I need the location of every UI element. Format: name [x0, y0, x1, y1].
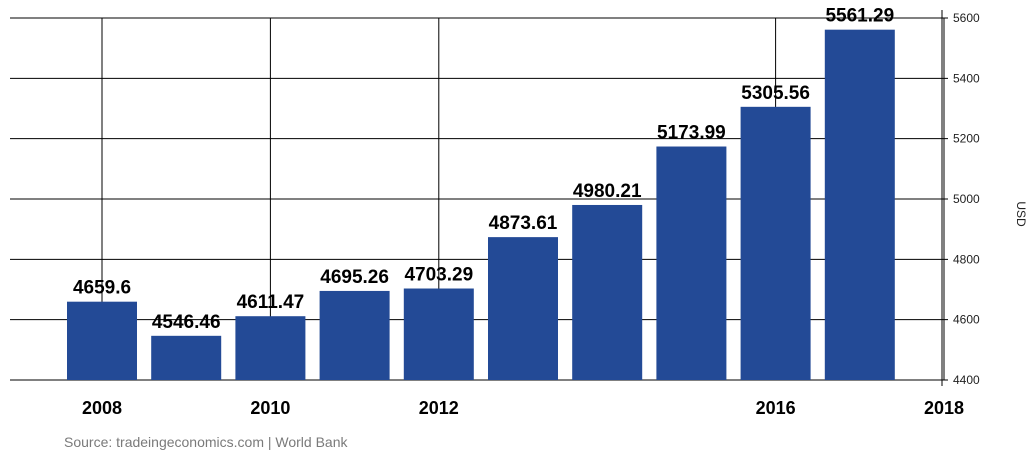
y-tick-label: 4400: [953, 373, 980, 387]
y-tick-label: 5400: [953, 71, 980, 85]
value-label-2011: 4695.26: [320, 267, 389, 288]
bar-2016: [740, 106, 811, 381]
grid-lines: [10, 10, 948, 386]
x-tick-label: 2010: [250, 398, 290, 418]
y-tick-label: 4600: [953, 313, 980, 327]
x-axis-ticks: 2008 2010 2012 2016 2018: [82, 398, 964, 418]
x-tick-label: 2016: [756, 398, 796, 418]
value-label-2008: 4659.6: [73, 278, 131, 299]
bar-2011: [319, 290, 390, 380]
bars: [67, 29, 895, 381]
bar-2017: [824, 29, 895, 380]
source-note: Source: tradeingeconomics.com | World Ba…: [64, 434, 348, 450]
bar-2009: [151, 335, 222, 380]
bar-2012: [403, 288, 474, 380]
y-axis-label: USD: [1014, 201, 1028, 227]
x-tick-label: 2012: [419, 398, 459, 418]
value-label-2016: 5305.56: [741, 83, 810, 104]
value-label-2012: 4703.29: [404, 265, 473, 286]
value-label-2009: 4546.46: [152, 312, 221, 333]
value-label-2010: 4611.47: [237, 292, 305, 313]
value-label-2015: 5173.99: [657, 123, 726, 144]
bar-2015: [656, 146, 727, 380]
y-axis-ticks: 4400 4600 4800 5000 5200 5400 5600: [953, 11, 980, 387]
value-label-2017: 5561.29: [825, 6, 894, 27]
value-label-2013: 4873.61: [489, 213, 558, 234]
bar-2008: [67, 301, 137, 380]
y-tick-label: 4800: [953, 252, 980, 266]
value-labels: 4659.6 4546.46 4611.47 4695.26 4703.29 4873.6…: [73, 6, 894, 333]
value-label-2014: 4980.21: [573, 181, 642, 202]
y-tick-label: 5600: [953, 11, 980, 25]
bar-2010: [235, 316, 306, 380]
x-tick-label: 2008: [82, 398, 122, 418]
y-tick-label: 5000: [953, 192, 980, 206]
x-tick-label: 2018: [924, 398, 964, 418]
y-tick-label: 5200: [953, 132, 980, 146]
bar-2014: [572, 204, 643, 380]
bar-2013: [488, 237, 558, 380]
